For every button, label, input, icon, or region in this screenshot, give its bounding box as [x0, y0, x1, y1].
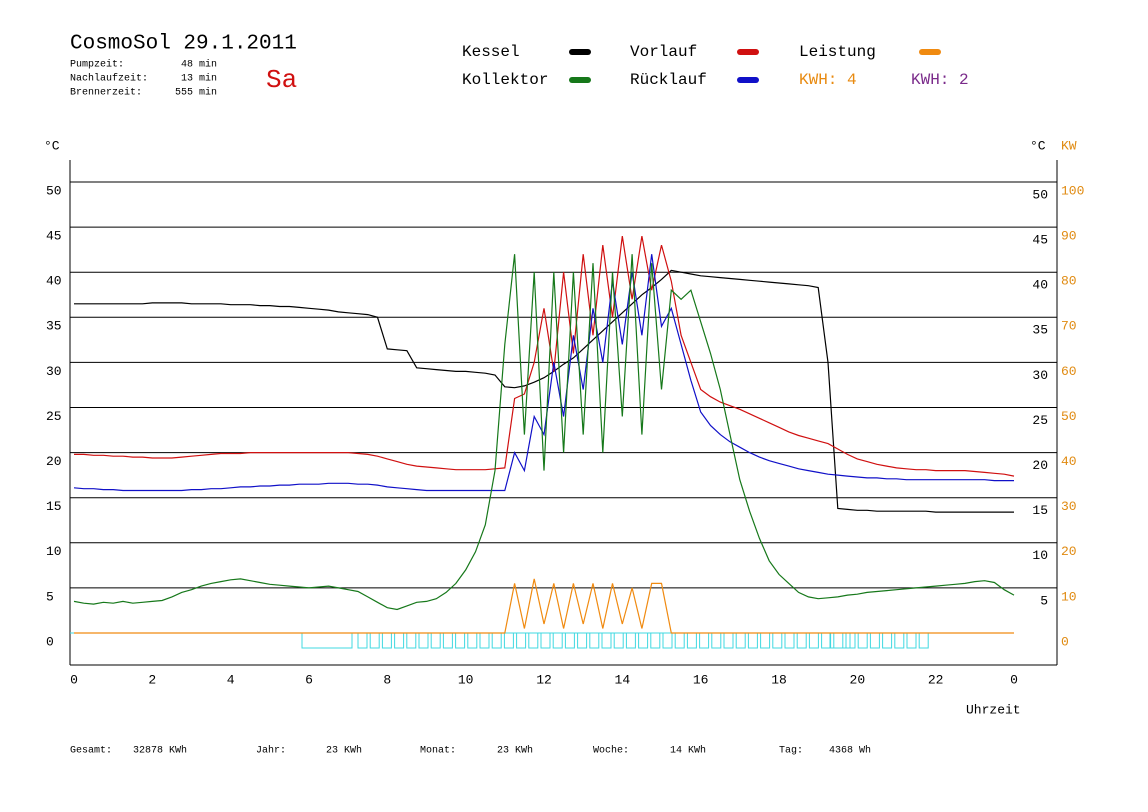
y2-tick-label: 90 — [1061, 229, 1077, 244]
x-tick-label: 8 — [383, 672, 391, 687]
info-label: Nachlaufzeit: — [70, 73, 148, 85]
x-tick-label: 0 — [1010, 672, 1018, 687]
series-line — [74, 578, 1014, 634]
y2-tick-label: 60 — [1061, 364, 1077, 379]
y-tick-label-right: 50 — [1032, 187, 1048, 202]
y-tick-label-right: 45 — [1032, 233, 1048, 248]
series-line — [74, 235, 1015, 477]
y2-tick-label: 40 — [1061, 454, 1077, 469]
x-tick-label: 2 — [148, 672, 156, 687]
status-box — [564, 632, 575, 649]
legend-label: Kollektor — [462, 71, 548, 89]
status-box — [528, 632, 539, 649]
y-tick-label-right: 35 — [1032, 323, 1048, 338]
x-tick-label: 4 — [227, 672, 235, 687]
info-value: 48 min — [181, 59, 217, 71]
x-tick-label: 18 — [771, 672, 787, 687]
x-tick-label: 12 — [536, 672, 552, 687]
status-box — [577, 632, 588, 649]
y-tick-label: 45 — [46, 229, 62, 244]
y2-tick-label: 100 — [1061, 183, 1084, 198]
y-tick-label-right: 20 — [1032, 458, 1048, 473]
footer-value: 14 KWh — [670, 745, 706, 757]
y2-axis-label-c: °C — [1030, 138, 1046, 153]
y-tick-label: 30 — [46, 364, 62, 379]
status-box — [638, 632, 649, 649]
footer-label: Jahr: — [256, 745, 286, 757]
y-tick-label-right: 40 — [1032, 278, 1048, 293]
info-label: Brennerzeit: — [70, 87, 142, 99]
status-box — [662, 632, 673, 649]
footer-value: 32878 KWh — [133, 745, 187, 757]
series-line — [73, 254, 1015, 611]
y-tick-label-right: 30 — [1032, 368, 1048, 383]
legend-label: Vorlauf — [630, 43, 697, 61]
y2-tick-label: 50 — [1061, 409, 1077, 424]
y-tick-label: 5 — [46, 589, 54, 604]
status-box — [552, 632, 563, 649]
y2-tick-label: 10 — [1061, 589, 1077, 604]
day: Sa — [266, 65, 297, 95]
status-box — [516, 632, 527, 649]
x-tick-label: 14 — [615, 672, 631, 687]
x-tick-label: 6 — [305, 672, 313, 687]
y2-tick-label: 70 — [1061, 319, 1077, 334]
series-line — [74, 269, 1014, 513]
info-value: 555 min — [175, 87, 217, 99]
y-tick-label: 40 — [46, 274, 62, 289]
footer-label: Woche: — [593, 745, 629, 757]
status-box — [589, 632, 600, 649]
status-box — [625, 632, 636, 649]
x-tick-label: 0 — [70, 672, 78, 687]
footer-value: 23 KWh — [326, 745, 362, 757]
kwh-label: KWH: 2 — [911, 71, 969, 89]
x-tick-label: 20 — [850, 672, 866, 687]
x-tick-label: 16 — [693, 672, 709, 687]
y-tick-label: 50 — [46, 183, 62, 198]
y2-axis-label: KW — [1061, 138, 1077, 153]
kwh-label: KWH: 4 — [799, 71, 857, 89]
y2-tick-label: 20 — [1061, 544, 1077, 559]
status-box — [613, 632, 624, 649]
y-tick-label-right: 10 — [1032, 548, 1048, 563]
legend-label: Rücklauf — [630, 71, 707, 89]
y2-tick-label: 30 — [1061, 499, 1077, 514]
x-tick-label: 10 — [458, 672, 474, 687]
footer-label: Gesamt: — [70, 746, 112, 757]
legend-label: Kessel — [462, 43, 520, 61]
footer-value: 4368 Wh — [829, 745, 871, 757]
y-tick-label: 20 — [46, 454, 62, 469]
y2-tick-label: 80 — [1061, 274, 1077, 289]
status-box — [503, 632, 514, 649]
x-axis-label: Uhrzeit — [966, 702, 1021, 717]
legend-label: Leistung — [799, 43, 876, 61]
y-tick-label: 25 — [46, 409, 62, 424]
y-tick-label-right: 25 — [1032, 413, 1048, 428]
info-label: Pumpzeit: — [70, 59, 124, 71]
footer-label: Monat: — [420, 746, 456, 757]
y2-tick-label: 0 — [1061, 634, 1069, 649]
y-tick-label-right: 15 — [1032, 503, 1048, 518]
x-tick-label: 22 — [928, 672, 944, 687]
footer-value: 23 KWh — [497, 745, 533, 757]
status-box — [540, 632, 551, 649]
chart-title: CosmoSol 29.1.2011 — [70, 33, 297, 56]
y-tick-label: 15 — [46, 499, 62, 514]
info-value: 13 min — [181, 73, 217, 85]
series-line — [73, 254, 1014, 492]
status-box — [601, 632, 612, 649]
y-tick-label: 0 — [46, 634, 54, 649]
footer-label: Tag: — [779, 746, 803, 757]
status-box — [650, 632, 661, 649]
y-axis-label: °C — [44, 138, 60, 153]
y-tick-label: 35 — [46, 319, 62, 334]
y-tick-label: 10 — [46, 544, 62, 559]
y-tick-label-right: 5 — [1040, 593, 1048, 608]
